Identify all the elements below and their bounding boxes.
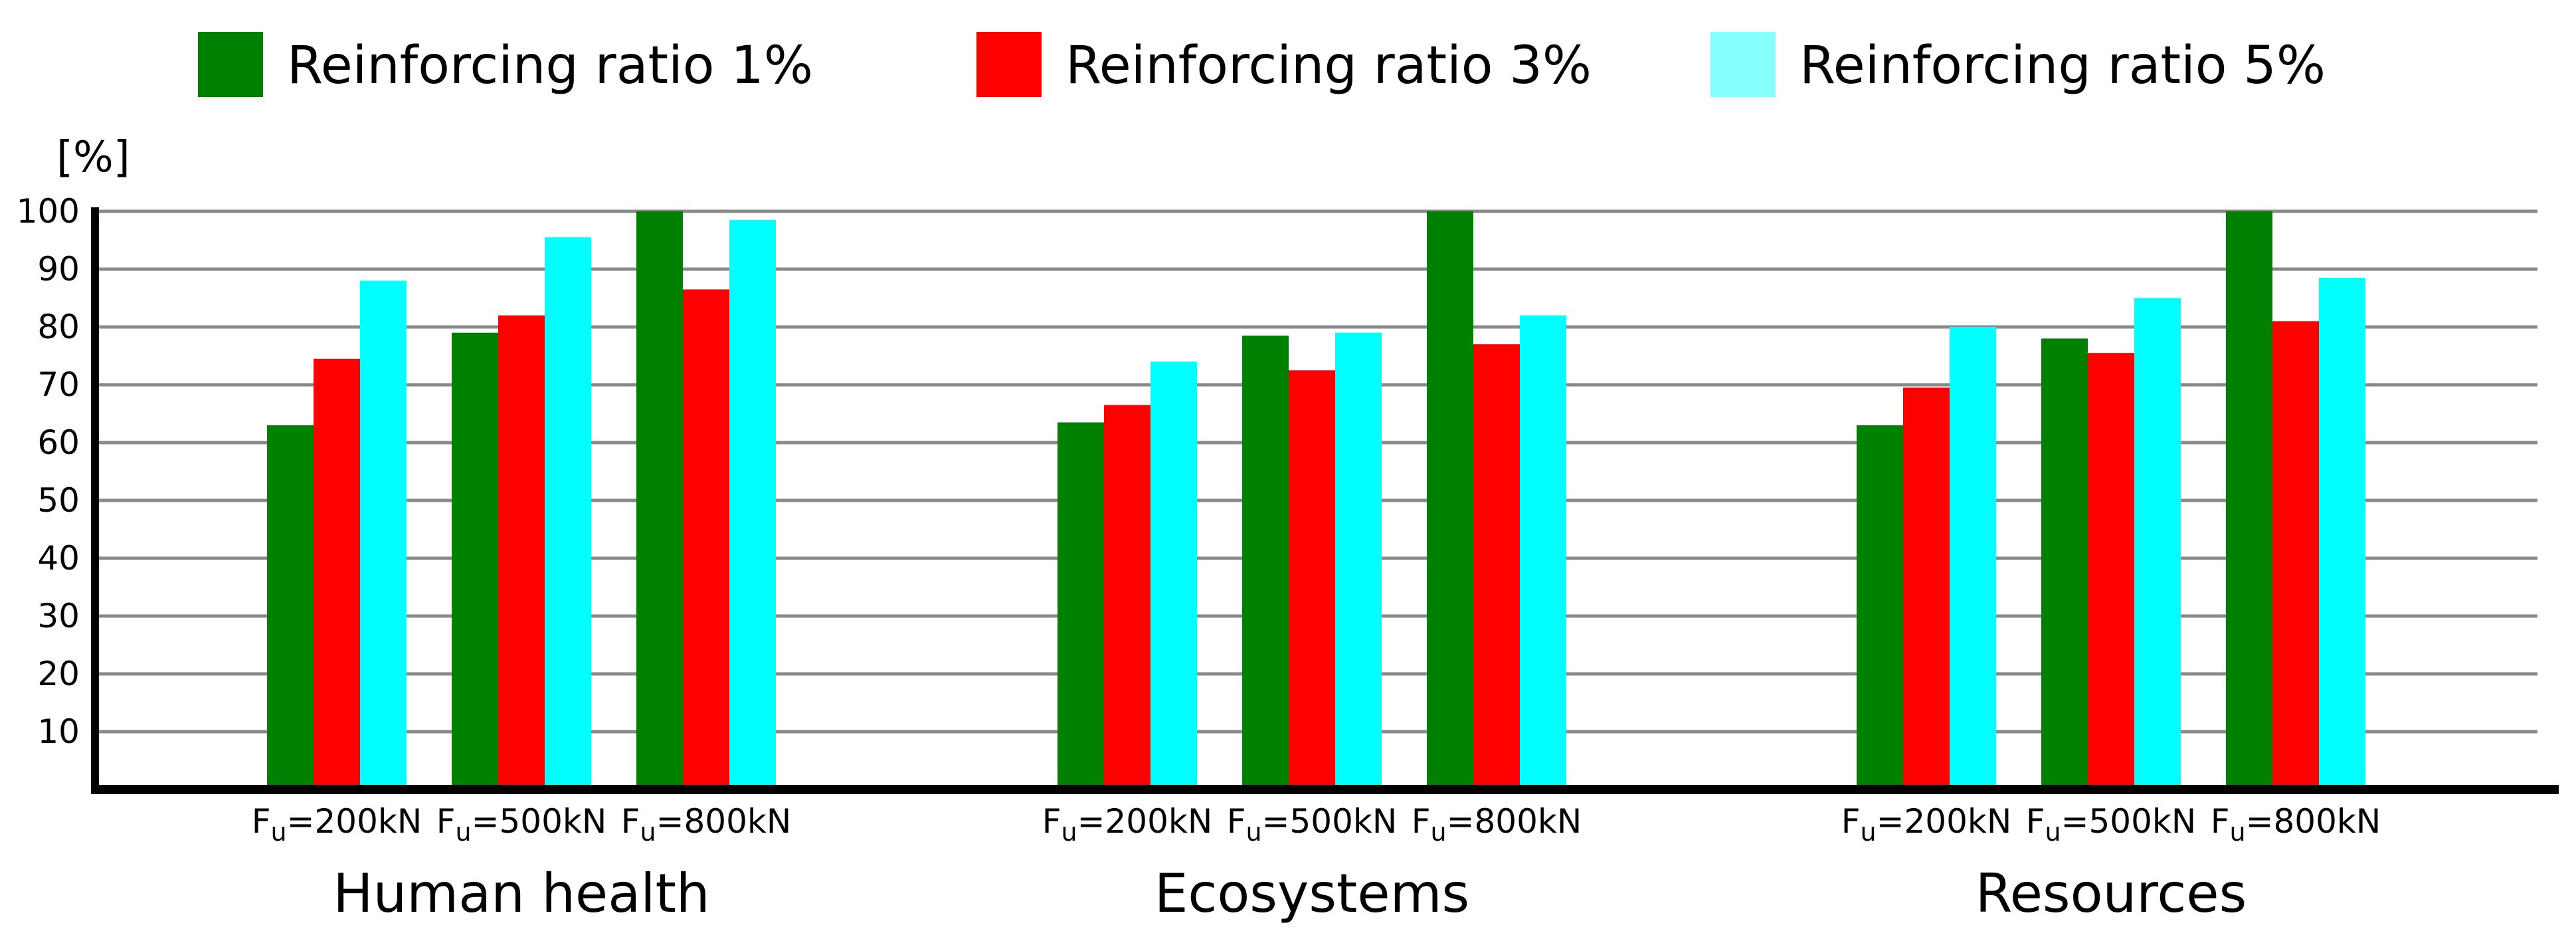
x-tick-label: Fu=500kN [1227, 802, 1398, 847]
legend: Reinforcing ratio 1% Reinforcing ratio 3%… [198, 32, 2326, 97]
bar [729, 220, 776, 789]
y-tick-label: 40 [37, 539, 80, 577]
axes [91, 207, 2559, 794]
group-labels: Human health Ecosystems Resources [333, 863, 2247, 924]
y-tick-label: 30 [37, 597, 80, 635]
group-label: Resources [1976, 863, 2247, 924]
bar [1427, 211, 1473, 789]
bar [683, 289, 729, 789]
y-tick-label: 100 [17, 192, 80, 231]
bar [2134, 298, 2181, 789]
x-tick-label: Fu=500kN [436, 802, 607, 847]
bar [267, 425, 314, 789]
bar [636, 211, 683, 789]
group-label: Ecosystems [1154, 863, 1469, 924]
bar [1289, 370, 1335, 789]
bar [314, 358, 360, 789]
y-tick-label: 10 [37, 712, 80, 751]
legend-swatch [1710, 32, 1776, 97]
bar [1857, 425, 1903, 789]
x-tick-labels: Fu=200kN Fu=500kN Fu=800kN Fu=200kN Fu=500kN… [252, 802, 2381, 847]
bar [1150, 362, 1197, 789]
bar [2272, 321, 2319, 789]
x-tick-label: Fu=500kN [2026, 802, 2197, 847]
bar [1903, 387, 1950, 789]
x-tick-label: Fu=800kN [2211, 802, 2381, 847]
legend-label: Reinforcing ratio 1% [287, 36, 813, 96]
bar [2041, 338, 2088, 789]
bar [2226, 211, 2272, 789]
y-tick-label: 90 [37, 250, 80, 288]
x-tick-label: Fu=200kN [252, 802, 422, 847]
bar [1058, 422, 1104, 789]
bar [1520, 315, 1566, 790]
legend-label: Reinforcing ratio 5% [1799, 36, 2326, 96]
bar [2088, 353, 2134, 789]
bar [498, 315, 545, 790]
x-tick-label: Fu=800kN [1412, 802, 1582, 847]
bar [452, 332, 498, 789]
y-tick-label: 20 [37, 655, 80, 693]
bar [1950, 327, 1996, 789]
y-tick-label: 60 [37, 423, 80, 462]
bar [2319, 278, 2365, 789]
bars [267, 211, 2365, 790]
legend-label: Reinforcing ratio 3% [1065, 36, 1592, 96]
x-tick-label: Fu=200kN [1841, 802, 2012, 847]
bar [1104, 405, 1150, 789]
y-tick-label: 50 [37, 481, 80, 520]
bar [1473, 344, 1520, 789]
legend-swatch [198, 32, 263, 97]
legend-swatch [976, 32, 1042, 97]
bar [1335, 332, 1382, 789]
x-tick-label: Fu=800kN [621, 802, 792, 847]
group-label: Human health [333, 863, 709, 924]
y-axis-unit-label: [%] [56, 133, 130, 182]
y-tick-label: 70 [37, 366, 80, 404]
x-tick-label: Fu=200kN [1042, 802, 1213, 847]
bar [1242, 336, 1289, 789]
bar [360, 280, 407, 789]
y-tick-label: 80 [37, 308, 80, 346]
bar [545, 237, 591, 789]
y-tick-labels: 10 20 30 40 50 60 70 80 90 100 [17, 192, 80, 751]
